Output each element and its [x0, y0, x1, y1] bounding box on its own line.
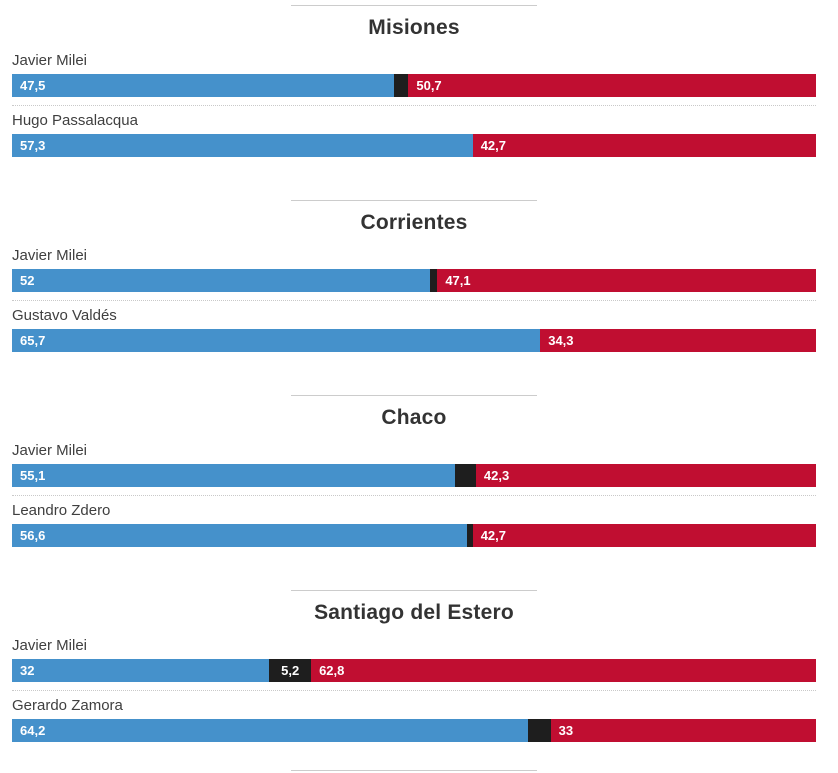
- bar-value: 57,3: [20, 138, 46, 153]
- bar-value: 62,8: [319, 663, 345, 678]
- bar-value: 65,7: [20, 333, 46, 348]
- candidate-row: Gerardo Zamora 64,2 33: [12, 697, 816, 742]
- section-divider: [291, 200, 537, 201]
- candidate-row: Javier Milei 32 5,2 62,8: [12, 637, 816, 682]
- candidate-row: Javier Milei 52 47,1: [12, 247, 816, 292]
- candidate-row: Hugo Passalacqua 57,3 42,7: [12, 112, 816, 157]
- candidate-row: Javier Milei 47,5 50,7: [12, 52, 816, 97]
- bar-value: 33: [558, 723, 574, 738]
- province-section-chaco: Chaco Javier Milei 55,1 42,3 Leandro Zdero 56…: [0, 395, 838, 547]
- candidate-name: Gerardo Zamora: [12, 697, 123, 714]
- bar-segment-blue: 65,7: [12, 329, 541, 352]
- province-section-corrientes: Corrientes Javier Milei 52 47,1 Gustavo Vald…: [0, 200, 838, 352]
- bar-segment-red: 42,7: [472, 134, 816, 157]
- result-bar: 64,2 33: [12, 719, 816, 742]
- result-bar: 47,5 50,7: [12, 74, 816, 97]
- bar-segment-blue: 64,2: [12, 719, 529, 742]
- section-content: Javier Milei 47,5 50,7 Hugo Passalacqua 57,3…: [12, 52, 816, 157]
- candidate-name: Hugo Passalacqua: [12, 112, 138, 129]
- bar-value: 47,1: [445, 273, 471, 288]
- chart-root: Misiones Javier Milei 47,5 50,7 Hugo Passala…: [0, 5, 838, 742]
- candidate-name: Leandro Zdero: [12, 502, 111, 519]
- bottom-section-divider: [291, 770, 537, 771]
- row-separator: [12, 495, 816, 496]
- candidate-name: Javier Milei: [12, 637, 88, 654]
- bar-value: 64,2: [20, 723, 46, 738]
- result-bar: 65,7 34,3: [12, 329, 816, 352]
- bar-segment-black: [393, 74, 409, 97]
- bar-value: 42,3: [483, 468, 510, 483]
- candidate-row: Leandro Zdero 56,6 42,7: [12, 502, 816, 547]
- bar-value: 5,2: [281, 663, 300, 678]
- section-content: Javier Milei 32 5,2 62,8 Gerardo Zamora 64,2 3…: [12, 637, 816, 742]
- row-separator: [12, 105, 816, 106]
- result-bar: 57,3 42,7: [12, 134, 816, 157]
- result-bar: 56,6 42,7: [12, 524, 816, 547]
- bar-value: 52: [20, 273, 35, 288]
- section-content: Javier Milei 52 47,1 Gustavo Valdés 65,7 34,3: [12, 247, 816, 352]
- bar-value: 47,5: [20, 78, 46, 93]
- row-separator: [12, 690, 816, 691]
- section-divider: [291, 5, 537, 6]
- row-separator: [12, 300, 816, 301]
- bar-segment-red: 42,7: [472, 524, 816, 547]
- section-divider: [291, 395, 537, 396]
- bar-value: 56,6: [20, 528, 46, 543]
- candidate-row: Gustavo Valdés 65,7 34,3: [12, 307, 816, 352]
- bar-segment-blue: 57,3: [12, 134, 473, 157]
- province-section-santiago-del-estero: Santiago del Estero Javier Milei 32 5,2 62,8…: [0, 590, 838, 742]
- bar-segment-red: 33: [550, 719, 816, 742]
- bar-segment-black: [430, 269, 438, 292]
- section-title: Chaco: [381, 406, 447, 429]
- result-bar: 52 47,1: [12, 269, 816, 292]
- province-section-misiones: Misiones Javier Milei 47,5 50,7 Hugo Passala…: [0, 5, 838, 157]
- section-title: Corrientes: [360, 211, 468, 234]
- bar-segment-red: 34,3: [540, 329, 816, 352]
- bar-segment-blue: 55,1: [12, 464, 455, 487]
- bar-segment-blue: 52: [12, 269, 431, 292]
- bar-segment-black: [467, 524, 473, 547]
- bar-segment-red: 62,8: [311, 659, 816, 682]
- bar-segment-black: [528, 719, 551, 742]
- bar-value: 42,7: [480, 528, 506, 543]
- section-title: Misiones: [368, 16, 460, 39]
- bar-segment-blue: 47,5: [12, 74, 394, 97]
- bar-segment-red: 50,7: [408, 74, 816, 97]
- bar-value: 50,7: [416, 78, 442, 93]
- bar-segment-blue: 32: [12, 659, 270, 682]
- bar-value: 32: [20, 663, 35, 678]
- result-bar: 55,1 42,3: [12, 464, 816, 487]
- bar-segment-red: 42,3: [475, 464, 816, 487]
- candidate-name: Javier Milei: [12, 52, 88, 69]
- bar-segment-black: [455, 464, 476, 487]
- candidate-name: Javier Milei: [12, 442, 88, 459]
- bar-value: 34,3: [548, 333, 574, 348]
- result-bar: 32 5,2 62,8: [12, 659, 816, 682]
- section-content: Javier Milei 55,1 42,3 Leandro Zdero 56,6 42,…: [12, 442, 816, 547]
- bar-segment-black: 5,2: [269, 659, 312, 682]
- candidate-name: Javier Milei: [12, 247, 88, 264]
- bar-value: 55,1: [20, 468, 46, 483]
- section-title: Santiago del Estero: [314, 601, 514, 624]
- bar-segment-red: 47,1: [437, 269, 816, 292]
- bar-value: 42,7: [480, 138, 506, 153]
- candidate-row: Javier Milei 55,1 42,3: [12, 442, 816, 487]
- section-divider: [291, 590, 537, 591]
- candidate-name: Gustavo Valdés: [12, 307, 117, 324]
- bar-segment-blue: 56,6: [12, 524, 468, 547]
